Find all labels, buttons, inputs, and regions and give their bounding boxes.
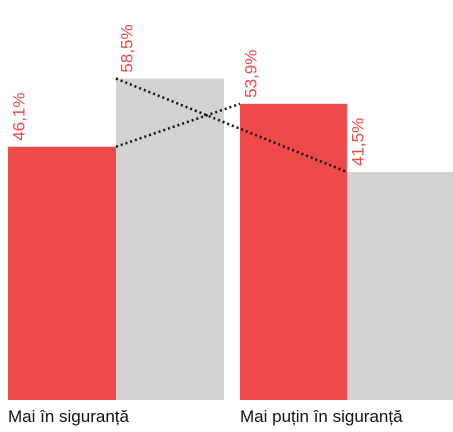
value-label: 41,5% bbox=[348, 118, 367, 166]
bar bbox=[347, 171, 453, 400]
connector-line bbox=[115, 102, 241, 148]
bar bbox=[8, 146, 116, 400]
bar bbox=[240, 103, 347, 400]
connector-line bbox=[115, 77, 348, 174]
value-label: 58,5% bbox=[117, 24, 136, 72]
value-label: 46,1% bbox=[9, 93, 28, 141]
x-tick-label: Mai puțin în siguranță bbox=[240, 407, 403, 426]
bar bbox=[116, 78, 224, 401]
value-label: 53,9% bbox=[241, 50, 260, 98]
x-tick-label: Mai în siguranță bbox=[8, 407, 129, 426]
